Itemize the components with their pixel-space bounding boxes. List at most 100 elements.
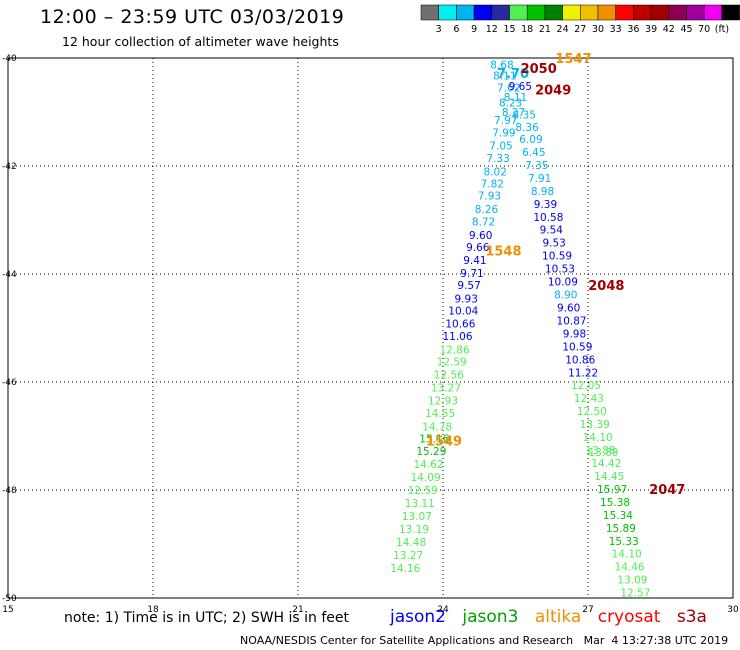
wave-height-value: 15.29 xyxy=(416,446,446,458)
pass-time-label: 2047 xyxy=(649,483,685,498)
wave-height-value: 15.97 xyxy=(597,484,627,496)
legend-s3a: s3a xyxy=(676,607,707,627)
colorbar-swatch xyxy=(562,4,581,21)
wave-height-value: 10.86 xyxy=(565,354,595,366)
colorbar-swatch xyxy=(668,4,687,21)
colorbar-label: 27 xyxy=(574,24,586,35)
y-tick-label: -42 xyxy=(2,162,17,172)
wave-height-value: 13.88 xyxy=(586,445,616,457)
wave-height-value: 9.60 xyxy=(469,230,492,242)
colorbar-label: 42 xyxy=(663,24,675,35)
wave-height-value: 8.11 xyxy=(504,92,527,104)
satellite-legend: jason2 jason3 altika cryosat s3a xyxy=(390,607,718,627)
wave-height-value: 12.05 xyxy=(571,380,601,392)
wave-height-value: 14.62 xyxy=(413,459,443,471)
wave-height-value: 15.89 xyxy=(606,523,636,535)
colorbar-label: 21 xyxy=(539,24,551,35)
colorbar-label: 70 xyxy=(698,24,710,35)
wave-height-value: 9.66 xyxy=(466,242,490,254)
wave-height-value: 12.59 xyxy=(408,485,438,497)
colorbar-label: 15 xyxy=(503,24,515,35)
wave-height-value: 8.98 xyxy=(531,186,554,198)
legend-altika: altika xyxy=(534,607,582,627)
colorbar-swatch xyxy=(580,4,599,21)
colorbar-label: 12 xyxy=(486,24,498,35)
y-tick-label: -48 xyxy=(2,486,17,496)
wave-height-value: 8.36 xyxy=(515,122,539,134)
wave-height-value: 12.59 xyxy=(437,356,467,368)
legend-cryosat: cryosat xyxy=(597,607,661,627)
plot-frame xyxy=(7,57,734,599)
wave-height-value: 8.72 xyxy=(472,217,495,229)
x-tick-label: 27 xyxy=(582,605,593,615)
colorbar-swatch xyxy=(686,4,705,21)
wave-height-value: 15.16 xyxy=(419,434,449,446)
colorbar-swatch xyxy=(420,4,439,21)
wave-height-value: 7.33 xyxy=(486,153,509,165)
wave-height-value: 14.55 xyxy=(425,408,455,420)
wave-height-value: 15.34 xyxy=(603,510,633,522)
wave-height-value: 9.57 xyxy=(457,280,480,292)
x-tick-label: 24 xyxy=(437,605,449,615)
wave-height-value: 13.39 xyxy=(580,419,610,431)
wave-height-value: 12.43 xyxy=(574,393,604,405)
wave-height-value: 9.98 xyxy=(563,328,586,340)
pass-time-label: 1547 xyxy=(555,52,591,67)
units-note: note: 1) Time is in UTC; 2) SWH is in fe… xyxy=(64,610,350,626)
colorbar-swatch xyxy=(633,4,652,21)
wave-height-value: 11.22 xyxy=(568,367,598,379)
colorbar-label: 39 xyxy=(645,24,657,35)
wave-height-value: 8.02 xyxy=(484,166,507,178)
wave-height-value: 12.93 xyxy=(428,395,458,407)
wave-height-value: 10.58 xyxy=(533,212,563,224)
wave-height-value: 14.10 xyxy=(612,549,642,561)
wave-height-value: 8.27 xyxy=(502,107,525,119)
wave-height-value: 14.42 xyxy=(591,458,621,470)
pass-time-label: 7.70 xyxy=(497,67,529,82)
colorbar-label: 6 xyxy=(453,24,459,35)
colorbar-swatch xyxy=(615,4,634,21)
wave-height-value: 7.82 xyxy=(481,178,504,190)
wave-height-value: 10.04 xyxy=(448,306,478,318)
wave-height-value: 7.62 xyxy=(497,83,520,95)
colorbar-swatch xyxy=(456,4,475,21)
wave-height-value: 8.11 xyxy=(493,70,516,82)
wave-height-value: 10.66 xyxy=(445,319,475,331)
wave-height-value: 14.46 xyxy=(615,562,645,574)
wave-height-value: 14.78 xyxy=(422,421,452,433)
colorbar-swatch xyxy=(509,4,528,21)
wave-height-value: 13.07 xyxy=(402,511,432,523)
wave-height-value: 8.26 xyxy=(475,204,499,216)
wave-height-value: 14.48 xyxy=(396,537,426,549)
wave-height-value: 13.27 xyxy=(431,382,461,394)
wave-height-value: 15.38 xyxy=(600,497,630,509)
chart-title: 12:00 – 23:59 UTC 03/03/2019 xyxy=(40,6,345,28)
wave-height-value: 6.09 xyxy=(519,134,542,146)
wave-height-value: 12.56 xyxy=(434,369,464,381)
legend-jason3: jason3 xyxy=(462,607,519,627)
colorbar-label: 36 xyxy=(627,24,639,35)
pass-time-label: 2050 xyxy=(521,62,557,77)
x-tick-label: 18 xyxy=(147,605,159,615)
colorbar-label: 24 xyxy=(557,24,569,35)
colorbar-swatch xyxy=(721,4,740,21)
colorbar-swatch xyxy=(650,4,670,21)
wave-height-value: 9.39 xyxy=(534,199,557,211)
wave-height-value: 8.90 xyxy=(554,290,577,302)
colorbar-swatch xyxy=(597,4,616,21)
wave-height-value: 7.35 xyxy=(525,160,548,172)
wave-height-value: 11.06 xyxy=(442,331,472,343)
wave-height-value: 13.89 xyxy=(588,447,618,459)
wave-height-value: 9.41 xyxy=(463,255,486,267)
pass-time-label: 1549 xyxy=(426,434,462,449)
wave-height-value: 9.65 xyxy=(509,81,532,93)
colorbar-swatch xyxy=(703,4,723,21)
wave-height-value: 9.93 xyxy=(455,293,478,305)
wave-height-value: 7.97 xyxy=(494,115,517,127)
pass-time-label: 2049 xyxy=(535,83,571,98)
wave-height-value: 12.86 xyxy=(440,345,470,357)
colorbar-label: 30 xyxy=(592,24,604,35)
wave-height-value: 15.33 xyxy=(609,536,639,548)
x-tick-label: 30 xyxy=(727,605,739,615)
